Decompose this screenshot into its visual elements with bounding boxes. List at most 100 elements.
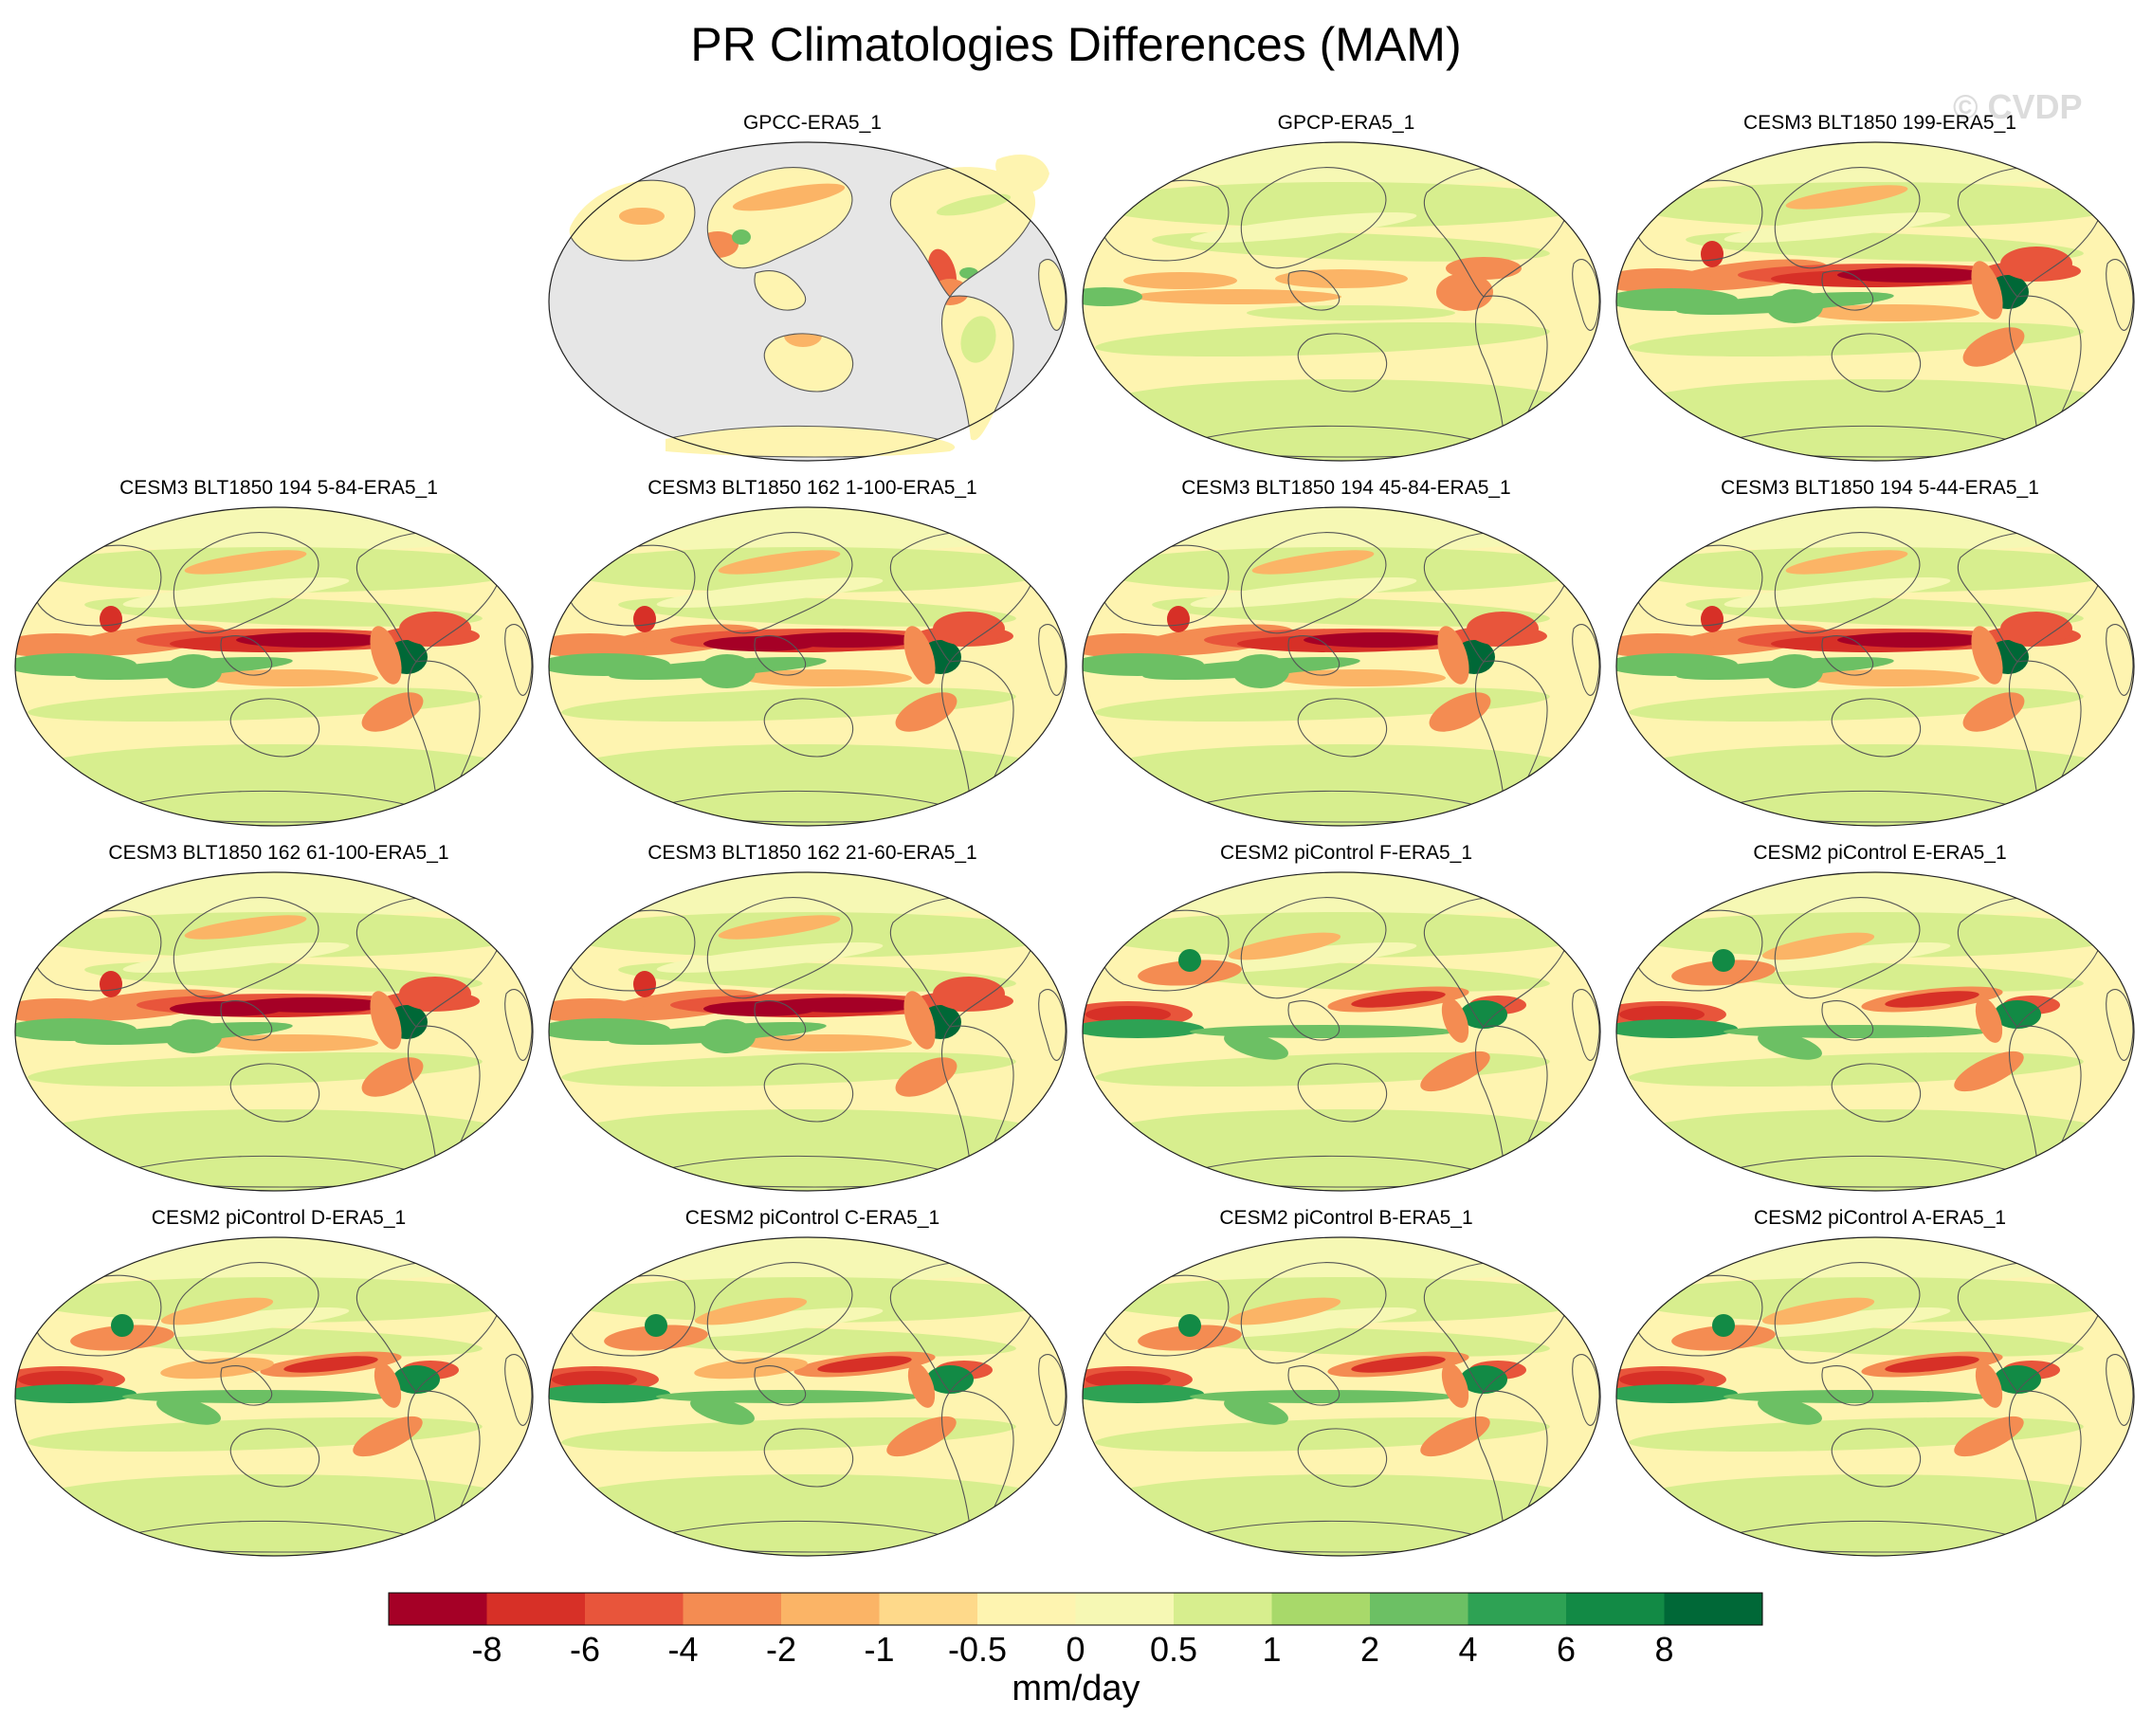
coastline-7 [461,1249,517,1288]
coastline-7 [2062,1249,2118,1288]
anomaly-patch-15 [926,1365,974,1394]
anomaly-patch-19 [353,1416,423,1457]
map-2 [1082,141,1601,462]
coastline-3 [754,270,806,311]
coastline-4 [763,1428,854,1488]
anomaly-patch-21 [361,1057,424,1097]
coastline-1 [173,897,319,999]
coastline-1 [1774,897,1921,999]
anomaly-patch-18 [933,977,1005,1011]
anomaly-patch-7 [656,941,884,974]
anomaly-patch-18 [1761,932,1875,960]
watermark: © CVDP [1953,87,2083,126]
map-border [1082,871,1601,1192]
colorbar-swatch-1 [389,1593,487,1625]
map-panel: CESM3 BLT1850 162 1-100-ERA5_1 [547,477,1078,827]
anomaly-patch-23 [165,654,222,688]
colorbar-tick-label: 0 [1066,1630,1085,1669]
panel-title: GPCP-ERA5_1 [1277,112,1415,134]
anomaly-patch-19 [886,1416,957,1457]
map-7 [1615,506,2135,827]
anomaly-patch-6 [732,183,846,211]
coastline-4 [1297,333,1388,393]
map-panel: CESM3 BLT1850 194 5-84-ERA5_1 [13,477,544,827]
coastline-1 [706,167,853,269]
coastline-3 [1287,270,1340,311]
coastline-8 [504,1354,533,1426]
colorbar-frame [388,1592,1763,1626]
anomaly-patch-17 [208,669,378,686]
anomaly-patch-7 [1190,211,1417,244]
anomaly-patch-22 [633,606,656,632]
anomaly-patch-21 [895,692,957,732]
colorbar-tick-label: -1 [864,1630,894,1669]
anomaly-patch-11 [1351,991,1446,1008]
map-4 [14,506,534,827]
anomaly-patch-7 [656,576,884,609]
panel-title: CESM3 BLT1850 199-ERA5_1 [1743,112,2016,134]
coastline-4 [1297,1063,1388,1123]
map-panel: CESM3 BLT1850 162 61-100-ERA5_1 [13,842,544,1192]
coastline-3 [754,1000,806,1041]
anomaly-patch-7 [122,941,350,974]
panel-title: CESM3 BLT1850 194 45-84-ERA5_1 [1181,477,1511,499]
map-panel: CESM2 piControl B-ERA5_1 [1081,1207,1612,1557]
anomaly-patch-1 [1624,872,2126,918]
colorbar-units: mm/day [1012,1669,1140,1709]
anomaly-patch-17 [645,1314,667,1337]
anomaly-patch-7 [1723,576,1951,609]
map-border [1615,871,2135,1192]
panel-title: GPCC-ERA5_1 [743,112,882,134]
anomaly-patch-16 [1671,1325,1776,1351]
anomaly-patch-4 [1627,182,2124,228]
colorbar-tick-label: 4 [1458,1630,1477,1669]
anomaly-patch-1 [1090,507,1593,553]
anomaly-patch-4 [1627,912,2124,958]
coastline-4 [1831,1428,1922,1488]
coastline-8 [1038,989,1067,1061]
anomaly-patch-22 [1701,241,1723,267]
anomaly-patch-19 [1954,1416,2024,1457]
anomaly-patch-20 [1441,997,1469,1043]
anomaly-patch-9 [1123,272,1237,289]
coastline-1 [706,1262,853,1364]
coastline-1 [1774,167,1921,269]
anomaly-patch-12 [960,316,996,363]
anomaly-field [549,1237,1059,1556]
anomaly-patch-18 [2000,612,2072,646]
anomaly-patch-17 [208,1034,378,1051]
coastline-8 [2106,624,2134,696]
anomaly-patch-19 [370,991,402,1050]
coastline-3 [1287,635,1340,676]
anomaly-patch-23 [1766,654,1823,688]
coastline-7 [1528,519,1584,558]
coastline-3 [220,1000,272,1041]
panel-title: CESM3 BLT1850 162 61-100-ERA5_1 [108,842,449,864]
anomaly-patch-24 [170,1001,283,1016]
coastline-3 [220,635,272,676]
coastline-1 [1240,532,1387,634]
anomaly-patch-18 [399,977,471,1011]
colorbar-tick-label: 6 [1557,1630,1576,1669]
anomaly-patch-18 [1228,1297,1341,1325]
anomaly-patch-17 [111,1314,134,1337]
anomaly-patch-16 [1138,1325,1242,1351]
anomaly-patch-1 [1624,142,2126,188]
map-panel: GPCP-ERA5_1 [1081,112,1612,462]
anomaly-patch-7 [1723,941,1951,974]
anomaly-patch-3 [1093,1109,1590,1166]
panel-title: CESM3 BLT1850 162 1-100-ERA5_1 [647,477,977,499]
anomaly-patch-18 [933,612,1005,646]
map-border [1615,141,2135,462]
coastline-1 [173,532,319,634]
map-9 [548,871,1067,1192]
coastline-1 [1774,532,1921,634]
anomaly-patch-23 [699,1019,756,1053]
anomaly-patch-1 [556,1237,1059,1283]
colorbar-swatch-14 [1664,1593,1762,1625]
anomaly-patch-3 [1627,1474,2124,1531]
anomaly-patch-13 [549,633,647,658]
anomaly-patch-20 [184,915,307,940]
anomaly-patch-24 [703,1001,817,1016]
colorbar-swatch-5 [781,1593,880,1625]
